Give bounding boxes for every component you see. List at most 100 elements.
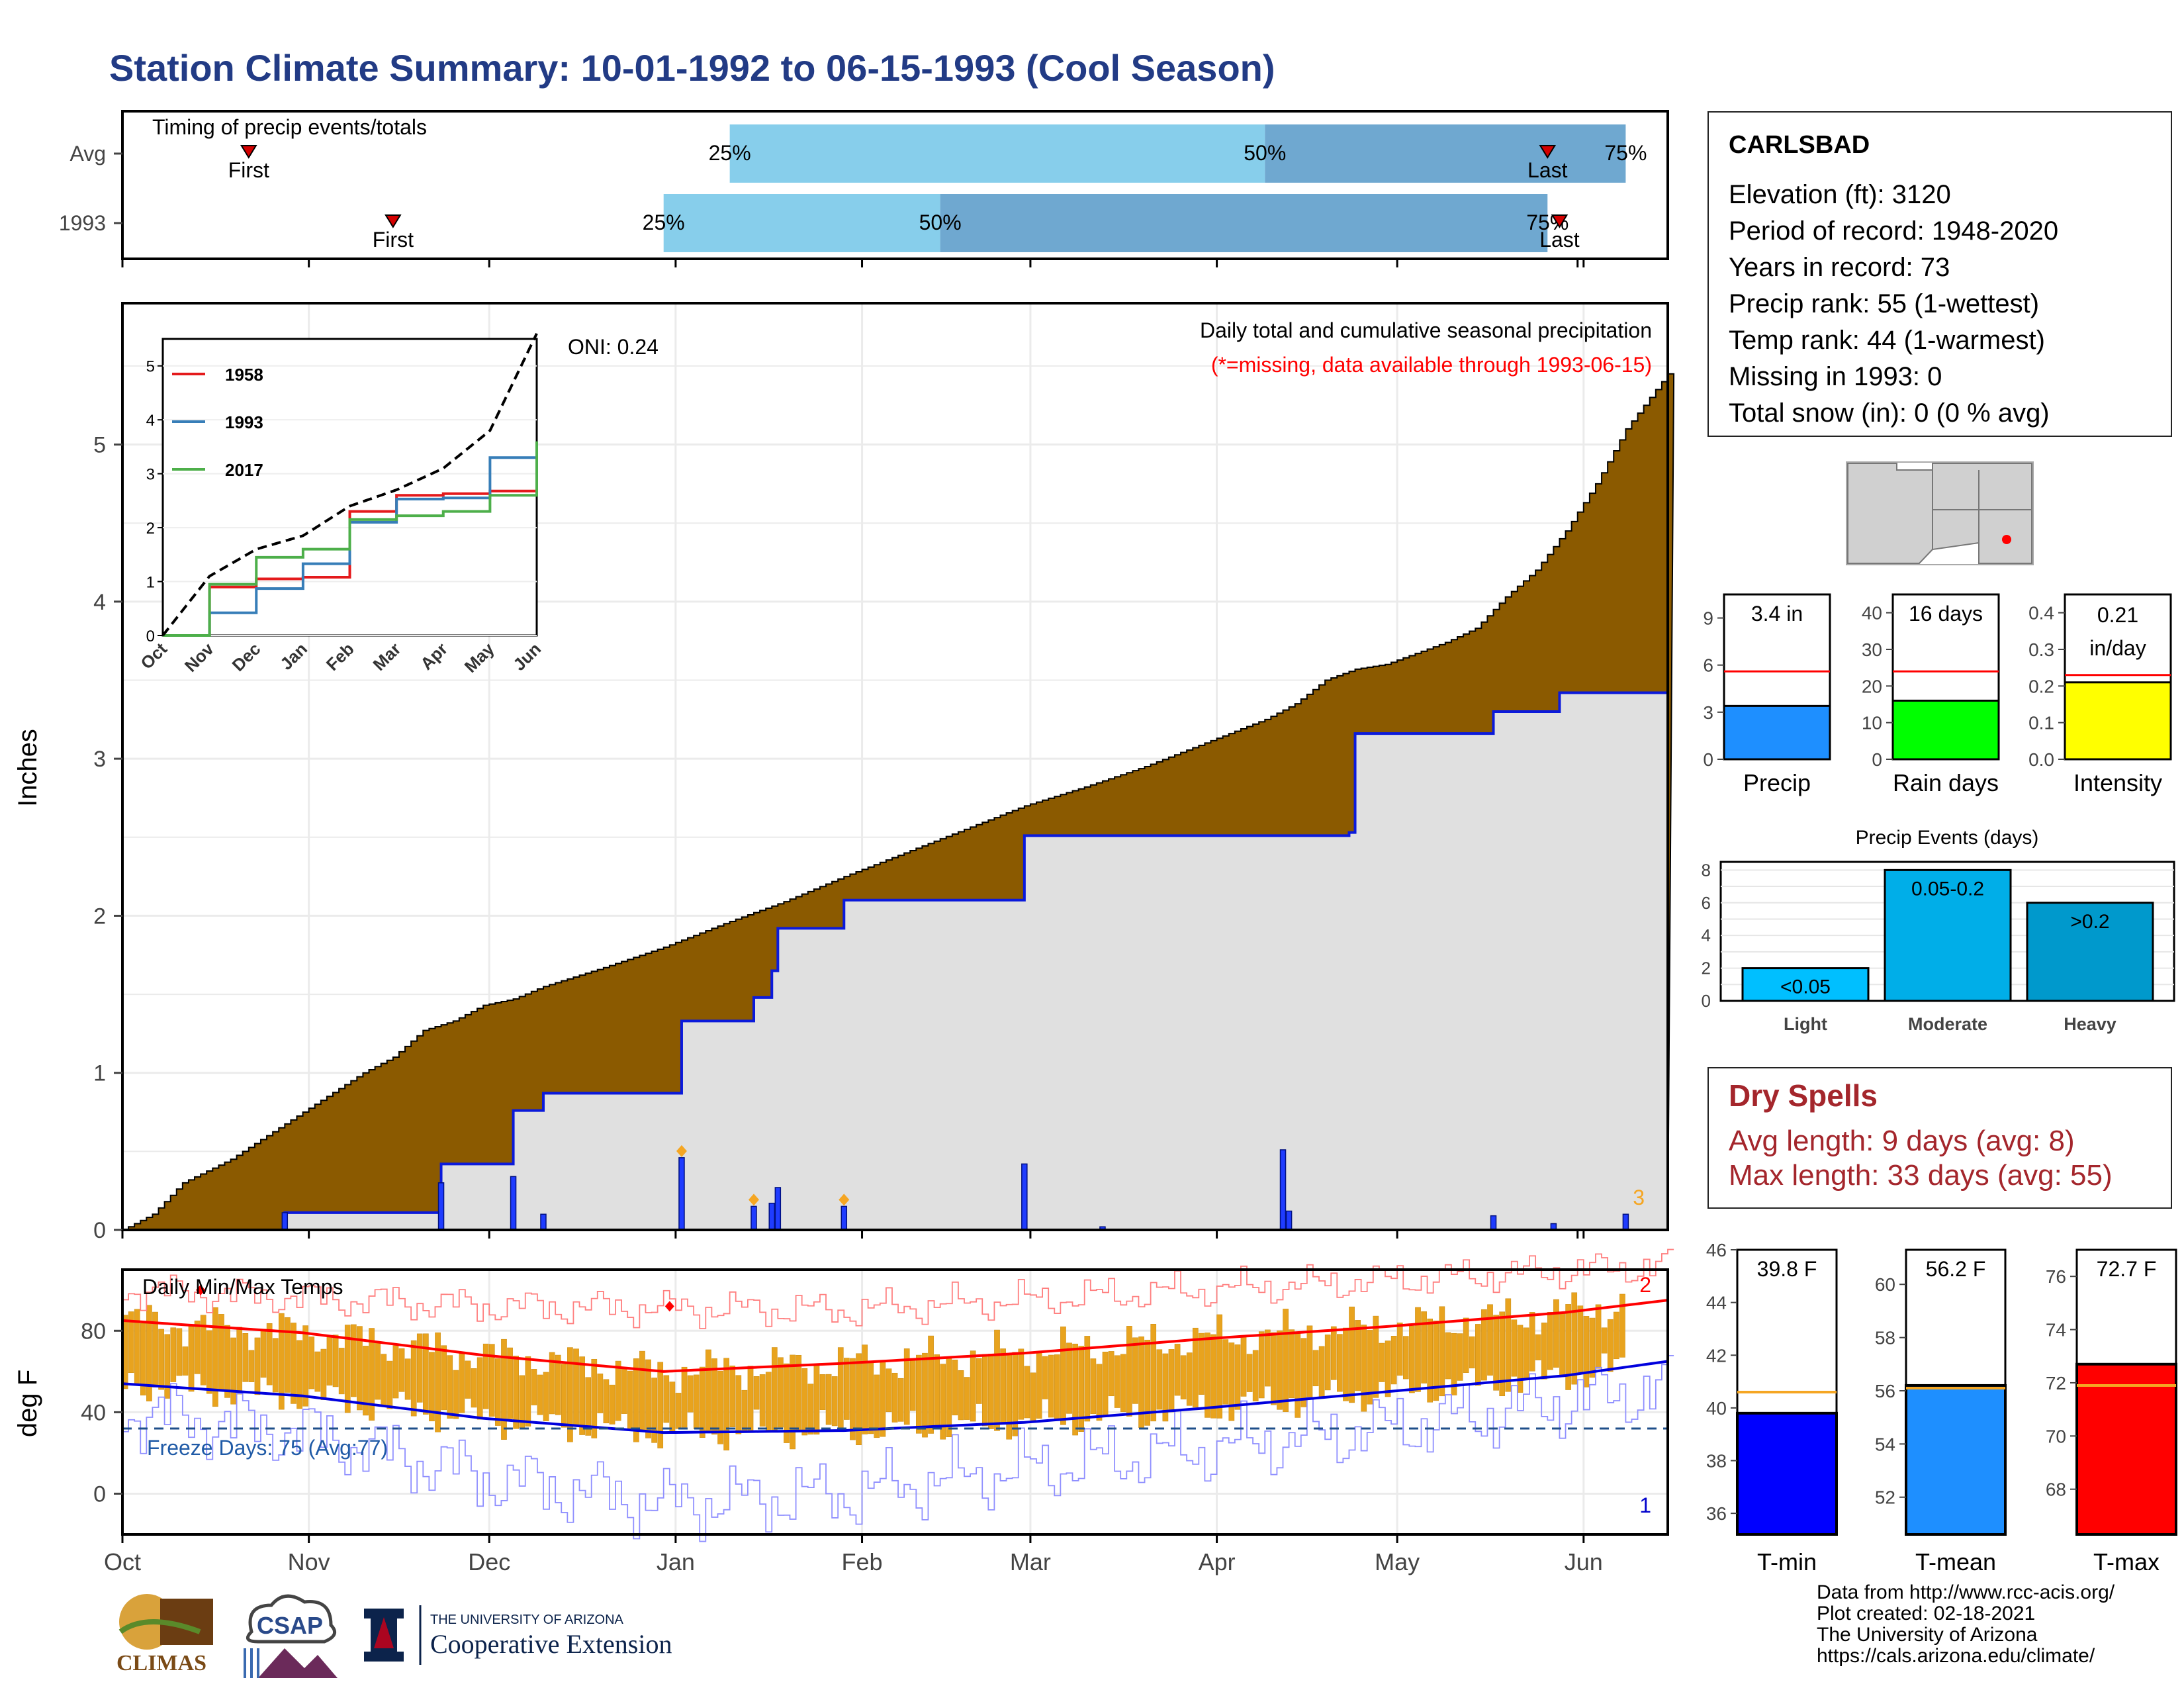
ua-big-text: Cooperative Extension <box>430 1629 672 1659</box>
daily-temp-bar <box>1337 1334 1343 1392</box>
daily-temp-bar <box>1451 1333 1457 1395</box>
daily-temp-bar <box>561 1364 567 1428</box>
daily-temp-bar <box>699 1366 705 1438</box>
timing-bar-25-50 <box>729 124 1265 183</box>
daily-temp-bar <box>488 1344 495 1417</box>
climas-logo: CLIMAS <box>116 1594 213 1675</box>
daily-temp-bar <box>934 1354 940 1429</box>
events-y-tick-label: 0 <box>1702 991 1711 1011</box>
map-borders <box>1932 470 2032 563</box>
daily-temp-bar <box>819 1374 826 1411</box>
daily-temp-bar <box>543 1372 549 1421</box>
temp-panel: Daily Min/Max Temps deg F Freeze Days: 7… <box>13 1248 1674 1575</box>
daily-temp-bar <box>1186 1352 1193 1406</box>
daily-temp-bar <box>332 1335 339 1387</box>
daily-temp-bar <box>471 1368 477 1408</box>
station-info-line: Years in record: 73 <box>1729 253 1950 282</box>
daily-temp-bar <box>1505 1298 1512 1392</box>
daily-temp-bar <box>603 1379 610 1424</box>
daily-temp-bar <box>1144 1339 1150 1426</box>
daily-temp-bar <box>1583 1316 1590 1387</box>
daily-temp-bar <box>435 1332 441 1432</box>
daily-temp-bar <box>1421 1311 1427 1383</box>
daily-temp-bar <box>837 1347 844 1429</box>
daily-temp-bar <box>1252 1350 1259 1401</box>
inset-y-tick-label: 3 <box>146 466 155 484</box>
summary-unit-label: in/day <box>2089 636 2146 660</box>
summary-y-tick-label: 20 <box>1862 676 1882 696</box>
daily-temp-bar <box>784 1363 790 1443</box>
temp-bar-y-tick-label: 46 <box>1706 1240 1727 1260</box>
daily-temp-bar <box>747 1366 754 1431</box>
daily-temp-bar <box>615 1360 621 1421</box>
daily-temp-bar <box>1036 1352 1042 1419</box>
daily-temp-bar <box>1511 1319 1518 1377</box>
daily-temp-bar <box>1018 1348 1024 1420</box>
station-info-line: Total snow (in): 0 (0 % avg) <box>1729 399 2050 428</box>
daily-temp-bar <box>928 1335 934 1434</box>
temp-summary-bar <box>2075 1362 2177 1536</box>
daily-temp-bar <box>759 1374 766 1427</box>
timing-first-marker <box>240 145 257 159</box>
inset-y-tick-label: 0 <box>146 628 155 645</box>
climas-wave-icon <box>118 1619 201 1634</box>
daily-temp-bar <box>922 1352 928 1438</box>
precip-y-axis: 0 1 2 3 4 5 <box>93 433 1585 1243</box>
daily-temp-bar <box>338 1348 345 1395</box>
daily-temp-bar <box>856 1353 862 1445</box>
daily-temp-bar <box>1595 1304 1602 1369</box>
daily-temp-bar <box>230 1337 236 1405</box>
events-y-tick-label: 8 <box>1702 860 1711 880</box>
daily-temp-bar <box>1096 1364 1103 1421</box>
record-max-line <box>122 1248 1674 1329</box>
temp-bar-y-tick-label: 72 <box>2046 1373 2066 1393</box>
temp-content <box>121 1248 1674 1542</box>
daily-precip-bar <box>540 1213 547 1231</box>
timing-pct-label: 25% <box>709 141 751 165</box>
temp-bar-y-tick-label: 76 <box>2046 1266 2066 1287</box>
daily-temp-bar <box>711 1358 717 1435</box>
temp-bar-y-tick-label: 54 <box>1875 1434 1895 1454</box>
daily-temp-bar <box>224 1325 230 1398</box>
summary-y-tick-label: 0.3 <box>2028 639 2054 660</box>
daily-temp-bar <box>308 1336 315 1389</box>
daily-temp-bar <box>1475 1324 1481 1386</box>
climas-text: CLIMAS <box>116 1651 206 1675</box>
daily-temp-bar <box>1120 1354 1126 1412</box>
dry-spells-heading: Dry Spells <box>1729 1078 1878 1113</box>
daily-temp-bar <box>663 1375 670 1423</box>
daily-temp-bar <box>1228 1342 1235 1421</box>
daily-temp-bar <box>1547 1312 1553 1370</box>
precip-annotation: Daily total and cumulative seasonal prec… <box>1200 318 1652 342</box>
daily-temp-bar <box>375 1341 381 1400</box>
daily-temp-bar <box>453 1370 459 1419</box>
daily-temp-bar <box>206 1330 212 1394</box>
daily-temp-bar <box>585 1377 592 1436</box>
temp-axes: 0 40 80 Oct Nov Dec Jan Feb Mar Apr May Jun <box>81 1319 1603 1575</box>
daily-precip-bar <box>1279 1149 1287 1231</box>
timing-pct-label: 50% <box>919 211 962 234</box>
summary-bar <box>1891 699 2000 761</box>
station-map <box>1846 461 2034 565</box>
mountain-icon <box>258 1648 338 1678</box>
csap-text: CSAP <box>257 1612 323 1639</box>
daily-temp-bar <box>844 1358 850 1420</box>
daily-temp-bar <box>1318 1346 1325 1399</box>
daily-precip-marker <box>676 1145 687 1157</box>
precip-y-tick-label: 1 <box>93 1061 106 1086</box>
daily-temp-bar <box>1361 1325 1367 1412</box>
daily-temp-bar <box>897 1378 904 1422</box>
temp-frame <box>121 1268 1669 1536</box>
daily-temp-bar <box>807 1383 814 1435</box>
station-info-line: Precip rank: 55 (1-wettest) <box>1729 289 2040 318</box>
daily-temp-bar <box>1283 1309 1289 1412</box>
daily-temp-bar <box>1619 1293 1625 1358</box>
daily-temp-bar <box>1559 1313 1565 1378</box>
daily-temp-bar <box>976 1358 982 1404</box>
summary-y-tick-label: 0.1 <box>2028 713 2054 733</box>
daily-temp-bar <box>507 1347 513 1419</box>
inset-frame <box>161 338 538 637</box>
temp-bar-y-tick-label: 58 <box>1875 1328 1895 1348</box>
inset-legend-label: 2017 <box>225 460 263 480</box>
daily-temp-bar <box>1535 1334 1541 1360</box>
